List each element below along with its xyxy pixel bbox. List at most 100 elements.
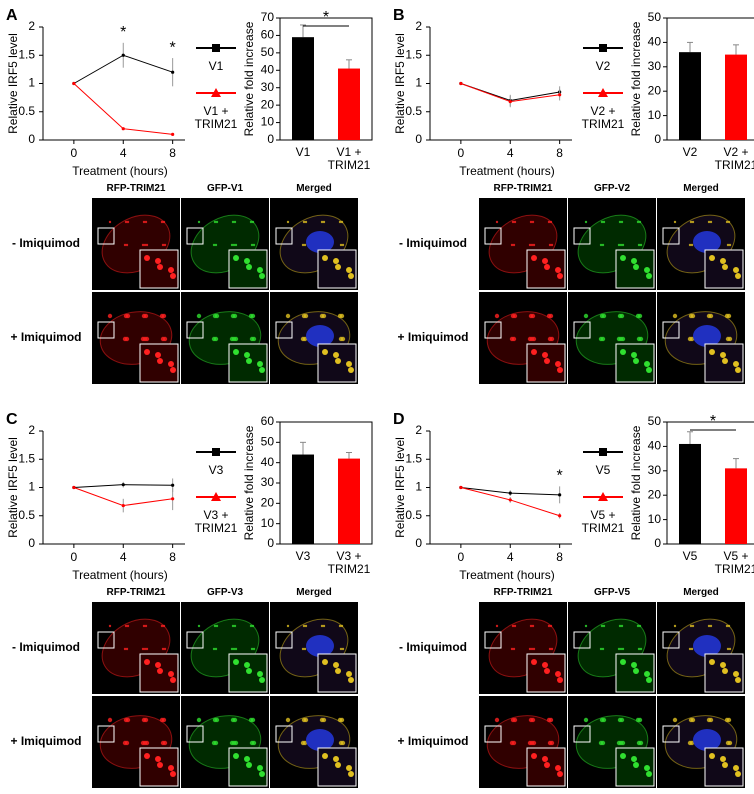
channel-label: GFP-V5 xyxy=(593,587,631,598)
puncta xyxy=(286,220,290,224)
puncta xyxy=(619,243,623,247)
inset-puncta xyxy=(646,367,652,373)
y-axis-label: Relative fold increase xyxy=(242,21,256,136)
puncta xyxy=(599,647,603,651)
puncta xyxy=(600,220,604,224)
inset-puncta xyxy=(335,762,341,768)
puncta xyxy=(527,336,533,342)
inset-puncta xyxy=(170,677,176,683)
y-tick-label: 20 xyxy=(648,83,662,97)
x-tick-label: V5 xyxy=(682,549,698,563)
y-axis-label: Relative IRF5 level xyxy=(6,33,20,134)
inset-puncta xyxy=(531,659,537,665)
inset-puncta xyxy=(168,267,174,273)
y-tick-label: 40 xyxy=(261,455,275,469)
y-tick-label: 0 xyxy=(654,536,661,550)
puncta xyxy=(285,717,291,723)
puncta xyxy=(547,740,553,746)
puncta xyxy=(511,624,515,628)
y-tick-label: 0 xyxy=(654,132,661,146)
puncta xyxy=(233,220,237,224)
puncta xyxy=(322,624,326,628)
puncta xyxy=(159,717,165,723)
puncta xyxy=(637,243,641,247)
inset-puncta xyxy=(257,267,263,273)
inset-puncta xyxy=(620,255,626,261)
puncta xyxy=(211,336,217,342)
puncta xyxy=(725,220,729,224)
channel-label: RFP-TRIM21 xyxy=(493,183,553,194)
inset-puncta xyxy=(244,756,250,762)
inset-puncta xyxy=(155,756,161,762)
puncta xyxy=(724,313,730,319)
roi-box xyxy=(186,227,204,245)
point xyxy=(72,485,76,490)
x-tick-label: 8 xyxy=(169,550,176,564)
y-axis-label: Relative IRF5 level xyxy=(6,437,20,538)
puncta xyxy=(248,313,254,319)
legend-marker xyxy=(599,448,607,456)
puncta xyxy=(636,740,642,746)
puncta xyxy=(302,220,306,224)
puncta xyxy=(547,220,551,224)
puncta xyxy=(599,313,605,319)
channel-label: Merged xyxy=(683,587,719,598)
inset-puncta xyxy=(322,659,328,665)
legend-label: V1 + TRIM21 xyxy=(194,104,238,131)
puncta xyxy=(621,647,625,651)
significance: * xyxy=(323,9,329,26)
puncta xyxy=(340,624,344,628)
puncta xyxy=(249,336,255,342)
puncta xyxy=(672,717,678,723)
inset-puncta xyxy=(346,267,352,273)
puncta xyxy=(142,624,146,628)
puncta xyxy=(584,220,588,224)
y-tick-label: 0 xyxy=(28,132,35,146)
inset-puncta xyxy=(722,668,728,674)
puncta xyxy=(320,624,324,628)
puncta xyxy=(212,647,216,651)
x-tick-label: 8 xyxy=(556,550,563,564)
inset-puncta xyxy=(259,677,265,683)
puncta xyxy=(636,220,640,224)
puncta xyxy=(162,624,166,628)
puncta xyxy=(142,220,146,224)
puncta xyxy=(122,740,128,746)
inset-puncta xyxy=(646,771,652,777)
puncta xyxy=(635,313,641,319)
puncta xyxy=(141,717,147,723)
inset-puncta xyxy=(335,264,341,270)
puncta xyxy=(160,624,164,628)
puncta xyxy=(122,336,128,342)
inset-puncta xyxy=(157,762,163,768)
y-tick-label: 30 xyxy=(648,59,662,73)
inset-puncta xyxy=(144,659,150,665)
puncta xyxy=(301,243,305,247)
inset-puncta xyxy=(544,762,550,768)
puncta xyxy=(141,313,147,319)
puncta xyxy=(215,624,219,628)
puncta xyxy=(510,243,514,247)
puncta xyxy=(304,624,308,628)
x-tick-label: V1 + TRIM21 xyxy=(327,145,371,172)
condition-label: - Imiquimod xyxy=(12,236,80,250)
y-tick-label: 40 xyxy=(648,439,662,453)
puncta xyxy=(599,243,603,247)
inset-puncta xyxy=(544,264,550,270)
legend-label: V2 + TRIM21 xyxy=(581,104,625,131)
puncta xyxy=(339,243,343,247)
puncta xyxy=(250,243,254,247)
roi-box xyxy=(97,725,115,743)
puncta xyxy=(635,717,641,723)
nucleus xyxy=(306,635,334,657)
puncta xyxy=(531,220,535,224)
puncta xyxy=(673,624,677,628)
inset-puncta xyxy=(633,358,639,364)
puncta xyxy=(234,647,238,651)
puncta xyxy=(601,243,605,247)
bar xyxy=(292,37,314,140)
puncta xyxy=(251,624,255,628)
puncta xyxy=(162,220,166,224)
puncta xyxy=(212,313,218,319)
inset-puncta xyxy=(170,273,176,279)
